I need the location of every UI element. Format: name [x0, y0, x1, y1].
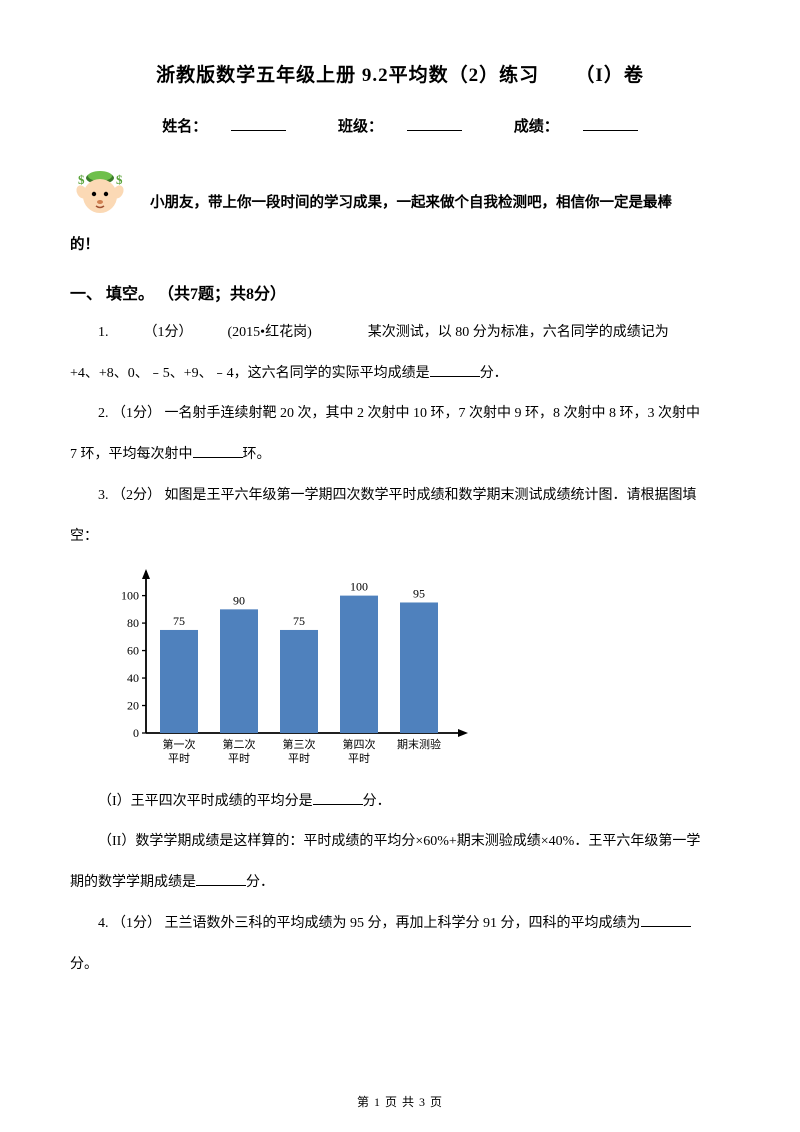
q4-cont: 分。	[70, 950, 730, 981]
doc-title: 浙教版数学五年级上册 9.2平均数（2）练习 （I）卷	[70, 60, 730, 87]
section-heading: 一、 填空。 （共7题；共8分）	[70, 280, 730, 304]
svg-text:100: 100	[121, 588, 139, 602]
page-footer: 第 1 页 共 3 页	[0, 1093, 800, 1110]
svg-text:75: 75	[293, 614, 305, 628]
svg-text:平时: 平时	[168, 752, 190, 765]
q2-cont: 7 环，平均每次射中环。	[70, 440, 730, 471]
svg-text:95: 95	[413, 586, 425, 600]
svg-text:平时: 平时	[228, 752, 250, 765]
chart-area: 02040608010075第一次平时90第二次平时75第三次平时100第四次平…	[110, 563, 470, 773]
mascot-icon: $ $	[70, 164, 130, 224]
q3-cont: 空：	[70, 522, 730, 553]
svg-text:80: 80	[127, 616, 139, 630]
svg-text:期末测验: 期末测验	[397, 737, 441, 751]
svg-text:90: 90	[233, 593, 245, 607]
svg-text:75: 75	[173, 614, 185, 628]
svg-text:$: $	[116, 172, 123, 187]
q3-ii-cont: 期的数学学期成绩是分．	[70, 868, 730, 899]
svg-text:平时: 平时	[348, 752, 370, 765]
bar-chart: 02040608010075第一次平时90第二次平时75第三次平时100第四次平…	[110, 563, 470, 773]
q2: 2. （1分） 一名射手连续射靶 20 次，其中 2 次射中 10 环，7 次射…	[70, 399, 730, 430]
svg-text:第一次: 第一次	[163, 737, 196, 751]
svg-text:100: 100	[350, 579, 368, 593]
intro-cont: 的！	[70, 230, 730, 262]
svg-text:0: 0	[133, 726, 139, 740]
svg-text:平时: 平时	[288, 752, 310, 765]
svg-text:$: $	[78, 172, 85, 187]
svg-text:40: 40	[127, 671, 139, 685]
q1-cont: +4、+8、0、﹣5、+9、﹣4，这六名同学的实际平均成绩是分．	[70, 359, 730, 390]
intro-row: $ $ 小朋友，带上你一段时间的学习成果，一起来做个自我检测吧，相信你一定是最棒	[70, 164, 730, 224]
class-label: 班级：	[326, 119, 474, 135]
score-label: 成绩：	[502, 119, 650, 135]
svg-text:60: 60	[127, 643, 139, 657]
q1: 1. （1分） (2015•红花岗) 某次测试，以 80 分为标准，六名同学的成…	[70, 318, 730, 349]
svg-text:第四次: 第四次	[343, 737, 376, 751]
svg-text:第二次: 第二次	[223, 737, 256, 751]
intro-text: 小朋友，带上你一段时间的学习成果，一起来做个自我检测吧，相信你一定是最棒	[150, 188, 672, 224]
svg-text:20: 20	[127, 698, 139, 712]
q3: 3. （2分） 如图是王平六年级第一学期四次数学平时成绩和数学期末测试成绩统计图…	[70, 481, 730, 512]
q4: 4. （1分） 王兰语数外三科的平均成绩为 95 分，再加上科学分 91 分，四…	[70, 909, 730, 940]
svg-text:第三次: 第三次	[283, 737, 316, 751]
q3-i: （I）王平四次平时成绩的平均分是分．	[70, 787, 730, 818]
name-label: 姓名：	[150, 119, 298, 135]
q3-ii: （II）数学学期成绩是这样算的：平时成绩的平均分×60%+期末测验成绩×40%．…	[70, 827, 730, 858]
header-fields: 姓名： 班级： 成绩：	[70, 115, 730, 136]
